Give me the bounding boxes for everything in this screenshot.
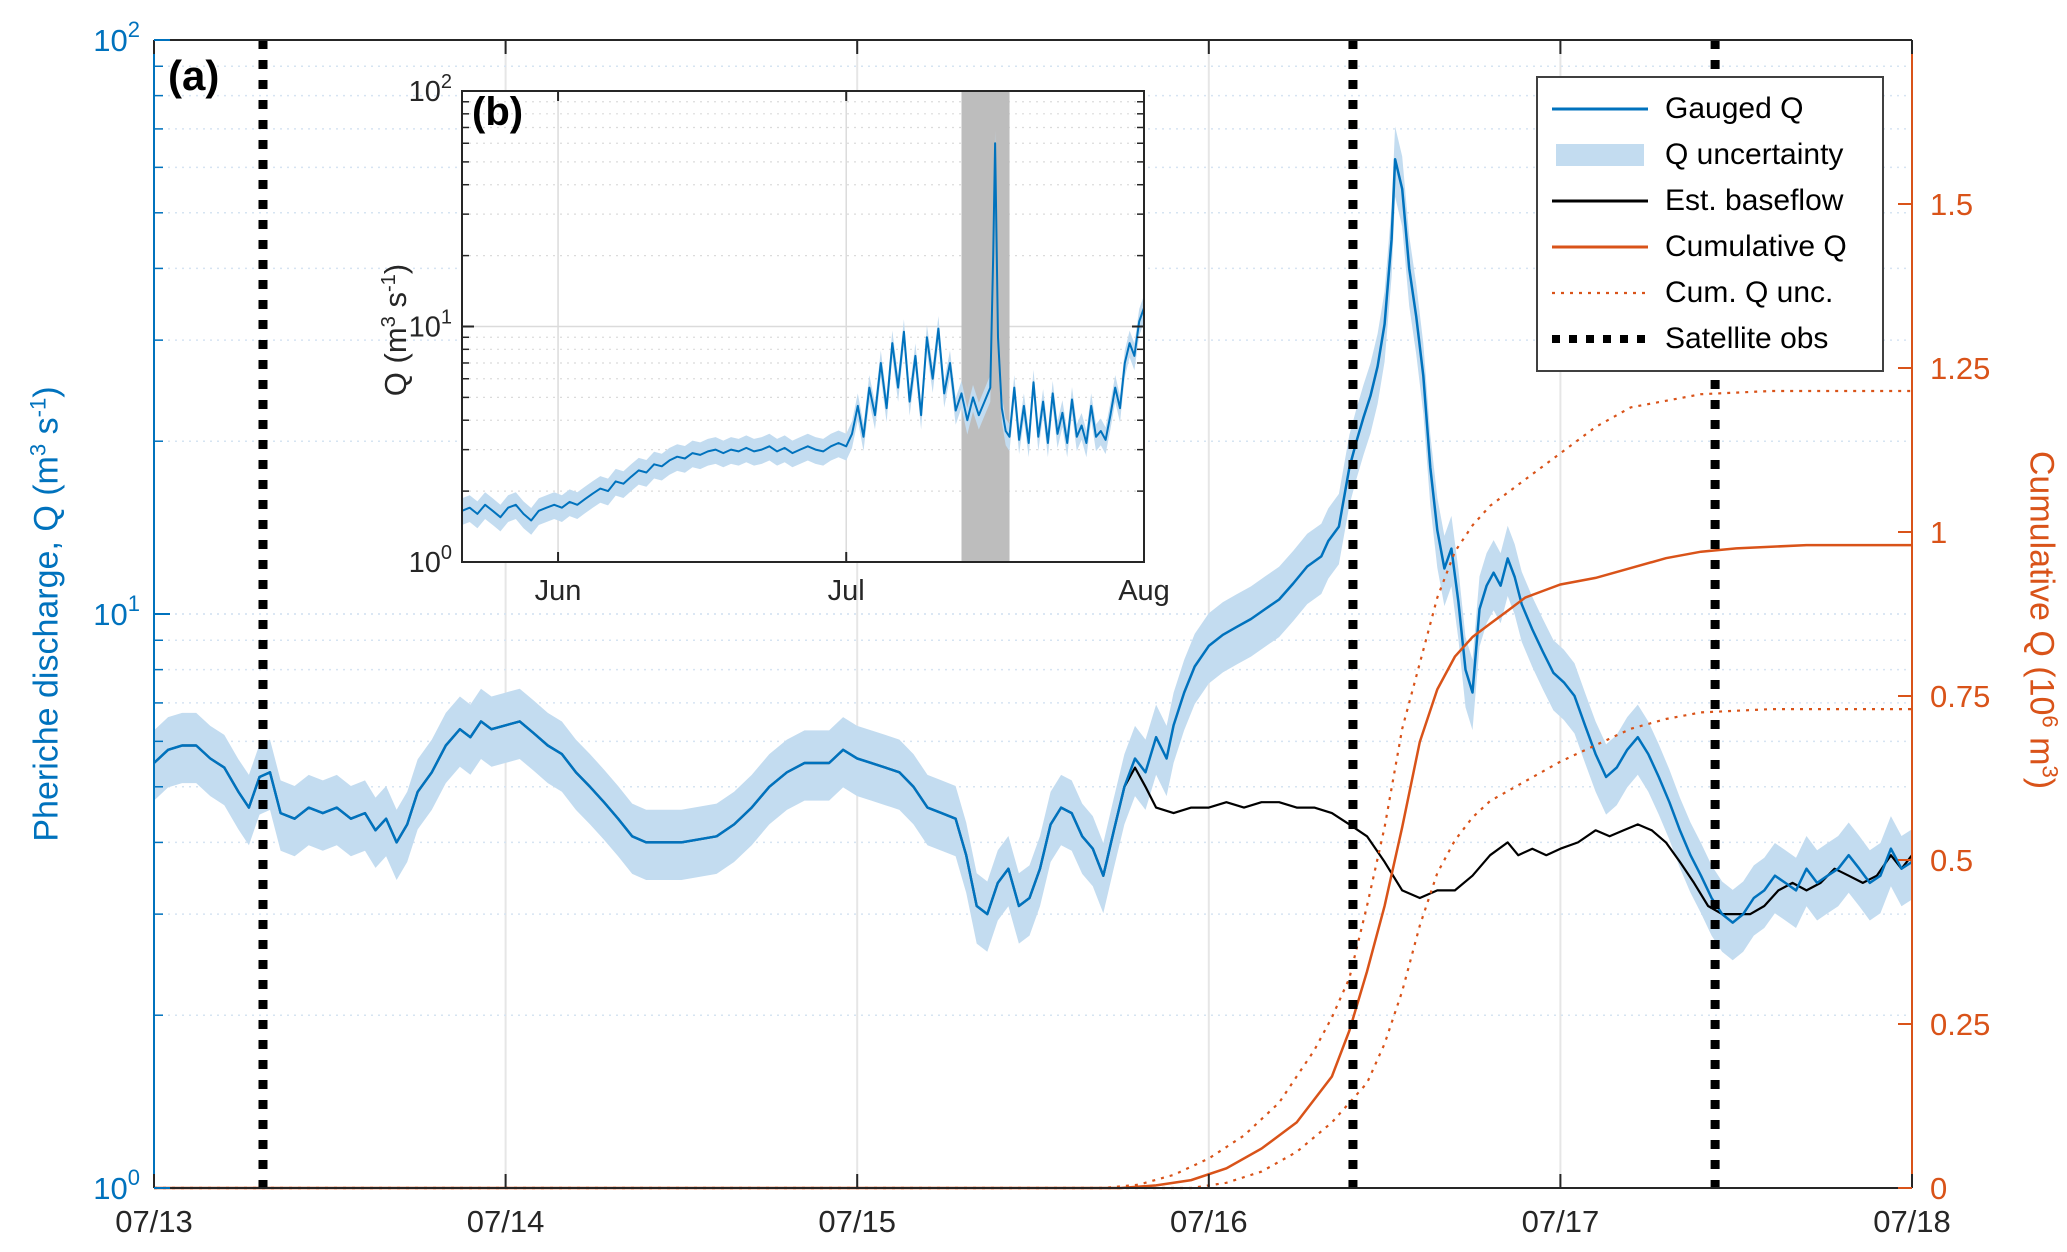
- legend-swatch-dotted: [1552, 291, 1648, 295]
- legend-swatch-line: [1552, 107, 1648, 111]
- legend-item-cum-q-unc: Cum. Q unc.: [1538, 270, 1882, 316]
- cumulative-q-lines: [154, 389, 1912, 1190]
- svg-text:1.25: 1.25: [1930, 351, 1990, 386]
- svg-text:07/15: 07/15: [818, 1204, 896, 1239]
- svg-text:07/14: 07/14: [467, 1204, 545, 1239]
- gauged-q-line: [153, 157, 1913, 924]
- legend-swatch-patch: [1556, 144, 1644, 166]
- left-y-axis-label: Pheriche discharge, Q (m3 s-1): [25, 386, 66, 842]
- svg-text:102: 102: [93, 17, 140, 58]
- legend-label: Cum. Q unc.: [1665, 276, 1834, 309]
- svg-text:1.5: 1.5: [1930, 187, 1973, 222]
- svg-text:0: 0: [1930, 1171, 1947, 1206]
- legend-item-est-baseflow: Est. baseflow: [1538, 178, 1882, 224]
- svg-text:0.75: 0.75: [1930, 679, 1990, 714]
- svg-text:101: 101: [409, 306, 452, 343]
- svg-text:Jun: Jun: [535, 575, 582, 607]
- legend-label: Q uncertainty: [1665, 138, 1844, 171]
- svg-text:07/16: 07/16: [1170, 1204, 1248, 1239]
- svg-text:101: 101: [93, 591, 140, 632]
- legend-box: Gauged Q Q uncertainty Est. baseflow Cumula…: [1536, 76, 1884, 372]
- panel-b-label: (b): [472, 90, 524, 134]
- svg-text:102: 102: [409, 71, 452, 108]
- svg-text:Aug: Aug: [1118, 575, 1170, 607]
- legend-swatch-line: [1552, 199, 1648, 203]
- legend-label: Satellite obs: [1665, 322, 1829, 355]
- legend-swatch-line: [1552, 245, 1648, 249]
- legend-label: Gauged Q: [1665, 92, 1804, 125]
- legend-item-cumulative-q: Cumulative Q: [1538, 224, 1882, 270]
- legend-label: Est. baseflow: [1665, 184, 1844, 217]
- svg-text:0.25: 0.25: [1930, 1007, 1990, 1042]
- svg-text:0.5: 0.5: [1930, 843, 1973, 878]
- inset-y-axis-label: Q (m3 s-1): [377, 263, 414, 397]
- inset-chart: Jun Jul Aug 100 101 102: [409, 71, 1170, 607]
- legend-item-satellite-obs: Satellite obs: [1538, 316, 1882, 362]
- main-axes: 07/13 07/14 07/15 07/16 07/17 07/18 100 101 102 0…: [93, 17, 1990, 1239]
- inset-shaded-study-period: [961, 91, 1010, 562]
- svg-text:07/13: 07/13: [115, 1204, 193, 1239]
- svg-text:100: 100: [93, 1165, 140, 1206]
- legend-label: Cumulative Q: [1665, 230, 1847, 263]
- svg-text:Jul: Jul: [828, 575, 865, 607]
- svg-text:100: 100: [409, 542, 452, 579]
- panel-a-label: (a): [168, 52, 220, 99]
- svg-text:07/18: 07/18: [1873, 1204, 1951, 1239]
- legend-item-q-uncertainty: Q uncertainty: [1538, 132, 1882, 178]
- legend-item-gauged-q: Gauged Q: [1538, 86, 1882, 132]
- legend-swatch-thick-dotted: [1552, 335, 1648, 343]
- svg-text:07/17: 07/17: [1522, 1204, 1600, 1239]
- right-y-axis-label: Cumulative Q (106 m3): [2022, 450, 2063, 790]
- svg-text:1: 1: [1930, 515, 1947, 550]
